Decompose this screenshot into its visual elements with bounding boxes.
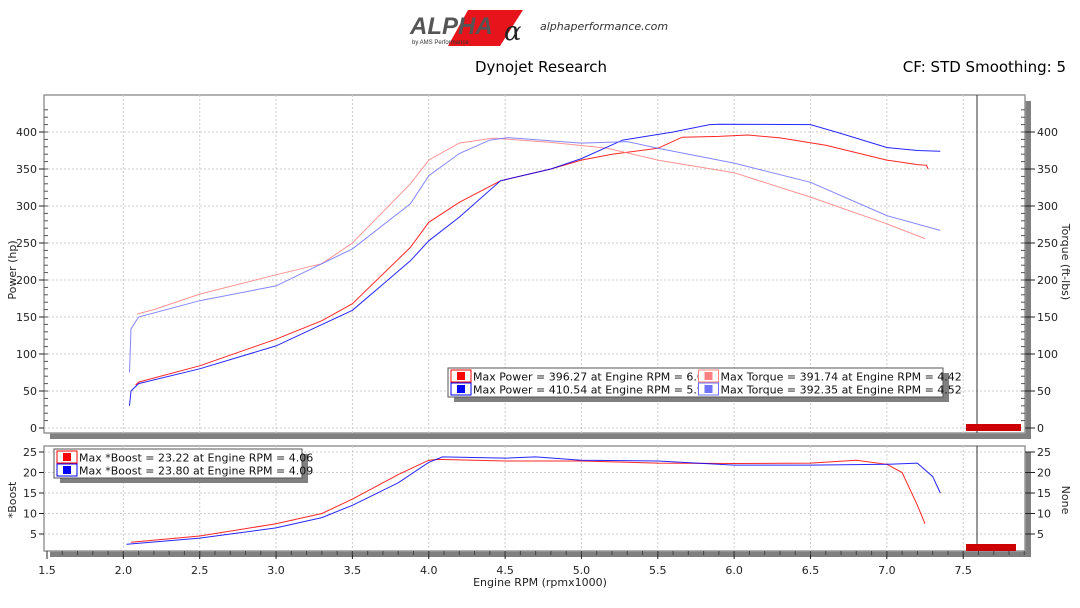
x-tick-label: 6.0	[725, 564, 743, 577]
y2-tick-label: 250	[1037, 237, 1058, 250]
y2-boost-tick-label: 25	[1037, 446, 1051, 459]
svg-text:by AMS Performance: by AMS Performance	[412, 40, 469, 46]
boost-tick-label: 5	[30, 528, 37, 541]
y-tick-label: 0	[30, 422, 37, 435]
legend-entry: Max *Boost = 23.22 at Engine RPM = 4.06	[79, 452, 313, 465]
series-red-power	[135, 134, 929, 386]
y-tick-label: 400	[16, 126, 37, 139]
boost-tick-label: 15	[23, 487, 37, 500]
boost-tick-label: 25	[23, 446, 37, 459]
x-tick-label: 3.0	[267, 564, 285, 577]
x-tick-label: 7.0	[878, 564, 896, 577]
x-tick-label: 4.5	[496, 564, 514, 577]
y-tick-label: 250	[16, 237, 37, 250]
panel-shadow	[1025, 101, 1031, 439]
legend-swatch	[704, 385, 713, 393]
y-tick-label: 50	[23, 385, 37, 398]
panel-shadow	[50, 551, 1031, 557]
chart-title: Dynojet Research	[475, 58, 607, 76]
y2-boost-tick-label: 10	[1037, 508, 1051, 521]
dynojet-logo	[966, 544, 1016, 551]
x-axis-label: Engine RPM (rpmx1000)	[473, 576, 607, 589]
y2-tick-label: 150	[1037, 311, 1058, 324]
series-blue-power-boost	[126, 456, 941, 545]
legend-entry: Max Power = 410.54 at Engine RPM = 5.90	[473, 384, 711, 397]
x-tick-label: 1.5	[38, 564, 56, 577]
y-tick-label: 100	[16, 348, 37, 361]
y-axis-label: Power (hp)	[6, 240, 19, 299]
x-tick-label: 6.5	[802, 564, 820, 577]
boost-y2-axis-label: None	[1059, 486, 1072, 515]
x-tick-label: 7.5	[954, 564, 972, 577]
y2-tick-label: 350	[1037, 163, 1058, 176]
y2-boost-tick-label: 5	[1037, 528, 1044, 541]
svg-text:α: α	[504, 17, 522, 47]
y2-boost-tick-label: 15	[1037, 487, 1051, 500]
boost-axis-label: *Boost	[6, 481, 19, 518]
y-tick-label: 150	[16, 311, 37, 324]
series-red-power-boost	[130, 458, 926, 543]
x-tick-label: 5.5	[649, 564, 667, 577]
y-tick-label: 350	[16, 163, 37, 176]
x-tick-label: 4.0	[420, 564, 438, 577]
boost-tick-label: 20	[23, 467, 37, 480]
x-tick-label: 3.5	[344, 564, 362, 577]
legend-entry: Max *Boost = 23.80 at Engine RPM = 4.09	[79, 465, 313, 478]
y2-tick-label: 200	[1037, 274, 1058, 287]
panel-shadow	[1025, 452, 1031, 557]
series-blue-torque	[129, 137, 941, 373]
boost-tick-label: 10	[23, 508, 37, 521]
legend	[53, 448, 303, 479]
panel-shadow	[50, 433, 1031, 439]
y2-axis-label: Torque (ft-lbs)	[1059, 223, 1072, 300]
y2-tick-label: 400	[1037, 126, 1058, 139]
y-tick-label: 300	[16, 200, 37, 213]
y2-tick-label: 0	[1037, 422, 1044, 435]
x-tick-label: 5.0	[573, 564, 591, 577]
y2-boost-tick-label: 20	[1037, 467, 1051, 480]
x-tick-label: 2.5	[191, 564, 209, 577]
legend	[447, 367, 944, 398]
legend-swatch	[704, 372, 713, 380]
dynojet-logo	[966, 424, 1021, 431]
y-tick-label: 200	[16, 274, 37, 287]
legend-swatch	[457, 372, 465, 380]
legend-entry: Max Torque = 392.35 at Engine RPM = 4.52	[721, 384, 962, 397]
legend-entry: Max Power = 396.27 at Engine RPM = 6.09	[473, 371, 711, 384]
correction-factor: CF: STD Smoothing: 5	[902, 58, 1066, 76]
legend-swatch	[457, 385, 465, 393]
alpha-performance-logo: ALPHA α by AMS Performance	[408, 8, 538, 48]
legend-entry: Max Torque = 391.74 at Engine RPM = 4.42	[721, 371, 962, 384]
legend-swatch	[63, 466, 71, 474]
x-tick-label: 2.0	[115, 564, 133, 577]
website-link: alphaperformance.com	[540, 20, 669, 33]
y2-tick-label: 100	[1037, 348, 1058, 361]
svg-text:ALPHA: ALPHA	[409, 13, 493, 40]
legend-swatch	[63, 453, 71, 461]
y2-tick-label: 50	[1037, 385, 1051, 398]
series-red-torque	[136, 137, 926, 315]
y2-tick-label: 300	[1037, 200, 1058, 213]
series-blue-power	[129, 123, 941, 406]
